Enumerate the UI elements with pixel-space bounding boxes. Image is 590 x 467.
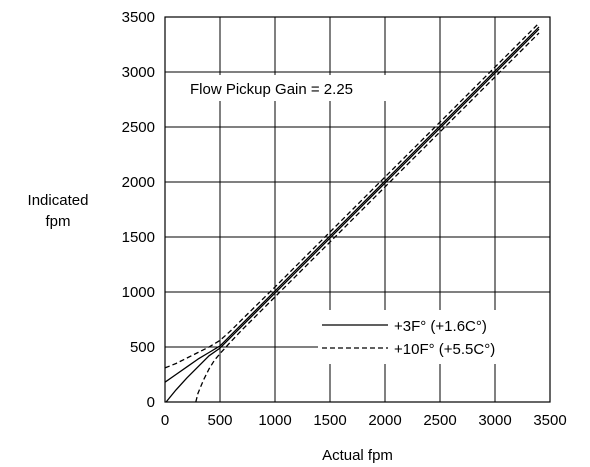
y-axis-label-line2: fpm xyxy=(45,213,70,230)
y-tick-label: 3000 xyxy=(122,64,155,81)
y-tick-label: 500 xyxy=(130,339,155,356)
x-tick-label: 1000 xyxy=(258,412,291,429)
x-tick-label: 0 xyxy=(161,412,169,429)
annotation-background xyxy=(184,75,428,101)
x-tick-label: 3000 xyxy=(478,412,511,429)
y-tick-label: 3500 xyxy=(122,9,155,26)
series-line-dashed-lower xyxy=(195,32,540,403)
plot-frame xyxy=(164,16,551,403)
x-tick-label: 3500 xyxy=(533,412,566,429)
tick-labels: 0 500 1000 1500 2000 2500 3000 3500 0 500 1000 1500… xyxy=(122,9,567,429)
y-tick-label: 2000 xyxy=(122,174,155,191)
legend-background xyxy=(318,310,558,364)
y-tick-label: 0 xyxy=(147,394,155,411)
y-tick-label: 2500 xyxy=(122,119,155,136)
x-axis-label: Actual fpm xyxy=(322,447,393,464)
legend: +3F° (+1.6C°) +10F° (+5.5C°) xyxy=(322,318,495,358)
series-line-solid-upper xyxy=(164,26,540,383)
grid xyxy=(164,16,551,403)
y-tick-label: 1000 xyxy=(122,284,155,301)
x-tick-label: 500 xyxy=(207,412,232,429)
annotation-text: Flow Pickup Gain = 2.25 xyxy=(190,81,353,98)
x-tick-label: 2500 xyxy=(423,412,456,429)
series-line-solid-lower xyxy=(165,28,540,403)
y-tick-label: 1500 xyxy=(122,229,155,246)
series-line-dashed-upper xyxy=(164,22,540,369)
legend-label: +10F° (+5.5C°) xyxy=(394,341,495,358)
x-tick-label: 1500 xyxy=(313,412,346,429)
x-tick-label: 2000 xyxy=(368,412,401,429)
legend-label: +3F° (+1.6C°) xyxy=(394,318,487,335)
y-axis-label-line1: Indicated xyxy=(28,192,89,209)
series-lines xyxy=(164,22,540,403)
